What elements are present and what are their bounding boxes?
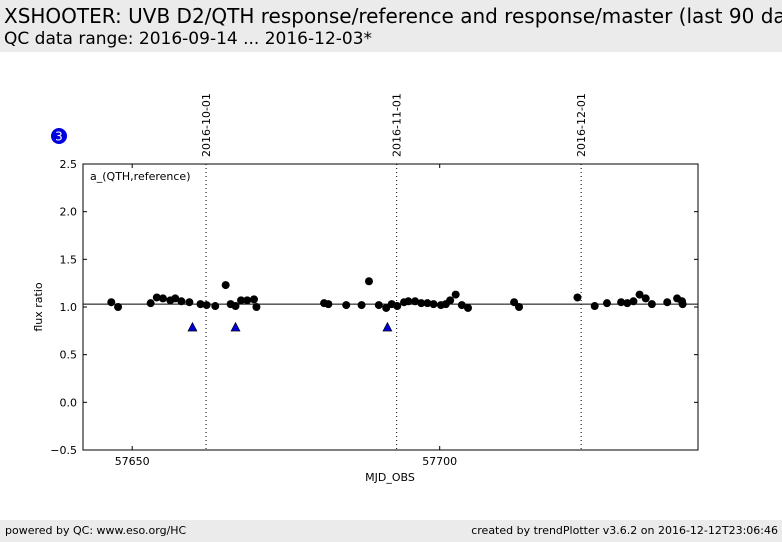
y-tick-label-3: 1.0	[60, 301, 78, 314]
page-subtitle: QC data range: 2016-09-14 ... 2016-12-03…	[4, 29, 373, 49]
data-point-14	[231, 302, 240, 311]
x-tick-label-1: 57700	[422, 455, 457, 468]
x-tick-label-0: 57650	[115, 455, 150, 468]
data-point-8	[185, 298, 194, 307]
data-point-triangle-2	[382, 321, 393, 332]
y-tick-label-2: 0.5	[60, 349, 78, 362]
y-tick-label-5: 2.0	[60, 206, 78, 219]
data-point-46	[623, 299, 632, 308]
data-point-6	[171, 294, 180, 303]
date-marker-label-1: 2016-11-01	[391, 93, 404, 157]
data-point-38	[457, 301, 466, 310]
data-point-3	[152, 293, 161, 302]
data-point-40	[510, 298, 519, 307]
data-point-31	[417, 299, 426, 308]
data-point-triangle-0	[187, 321, 198, 332]
data-point-22	[357, 301, 366, 310]
date-marker-label-0: 2016-10-01	[200, 93, 213, 157]
data-point-48	[635, 290, 644, 299]
data-point-16	[243, 296, 252, 305]
data-point-21	[342, 301, 351, 310]
data-point-43	[590, 302, 599, 311]
footer-created-by: created by trendPlotter v3.6.2 on 2016-1…	[471, 524, 778, 537]
data-point-1	[114, 303, 123, 311]
data-point-45	[617, 298, 626, 307]
data-point-39	[463, 303, 472, 312]
data-point-triangle-1	[230, 321, 241, 332]
data-point-42	[573, 293, 582, 302]
badge-label: 3	[55, 130, 63, 144]
data-point-24	[374, 301, 383, 310]
badge-circle	[51, 128, 67, 144]
data-point-51	[663, 298, 672, 307]
data-point-18	[252, 303, 261, 311]
data-point-29	[404, 297, 413, 306]
data-point-12	[221, 281, 230, 290]
date-marker-label-2: 2016-12-01	[575, 93, 588, 157]
data-point-23	[364, 277, 373, 286]
data-point-49	[641, 294, 650, 303]
data-point-54	[678, 300, 687, 309]
data-point-33	[429, 300, 438, 309]
data-point-27	[393, 302, 402, 311]
data-point-20	[324, 300, 333, 309]
data-point-9	[196, 300, 205, 309]
footer-bar: powered by QC: www.eso.org/HC created by…	[0, 520, 782, 542]
data-point-44	[602, 299, 611, 308]
data-point-37	[451, 290, 460, 299]
data-point-15	[237, 296, 246, 305]
y-tick-label-4: 1.5	[60, 253, 78, 266]
data-point-2	[146, 299, 155, 308]
header-bar: XSHOOTER: UVB D2/QTH response/reference …	[0, 0, 782, 52]
data-point-30	[411, 297, 420, 306]
data-point-10	[202, 301, 211, 310]
data-point-7	[177, 297, 186, 306]
series-annotation: a_(QTH,reference)	[90, 170, 191, 183]
data-point-0	[107, 298, 116, 307]
data-point-17	[249, 295, 258, 304]
y-tick-label-6: 2.5	[60, 158, 78, 171]
footer-powered-by: powered by QC: www.eso.org/HC	[5, 524, 187, 537]
y-tick-label-0: −0.5	[50, 444, 77, 457]
data-point-36	[446, 296, 455, 305]
y-tick-label-1: 0.0	[60, 396, 78, 409]
data-point-32	[423, 299, 432, 308]
data-point-50	[647, 300, 656, 309]
data-point-11	[211, 302, 220, 311]
page-title: XSHOOTER: UVB D2/QTH response/reference …	[4, 4, 782, 28]
scatter-chart: 2016-10-01 2016-11-01 2016-12-01 3 −0.5 0.0…	[32, 93, 699, 484]
data-point-4	[158, 294, 167, 303]
data-point-47	[629, 297, 638, 306]
x-axis-label: MJD_OBS	[365, 471, 415, 484]
data-point-41	[515, 303, 524, 311]
plot-number-badge[interactable]: 3	[51, 128, 67, 144]
y-axis-label: flux ratio	[32, 282, 45, 332]
